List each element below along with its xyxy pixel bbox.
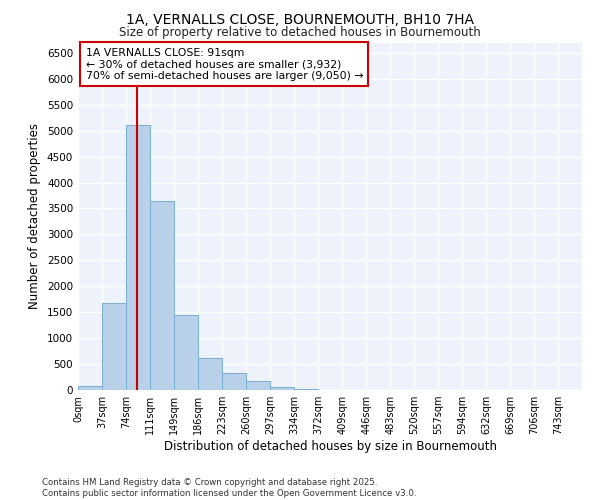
- Bar: [174, 315, 198, 390]
- Y-axis label: Number of detached properties: Number of detached properties: [28, 123, 41, 309]
- Bar: [222, 374, 246, 390]
- Bar: [246, 381, 270, 390]
- Bar: [150, 200, 173, 390]
- Bar: [270, 388, 294, 390]
- Text: 1A, VERNALLS CLOSE, BOURNEMOUTH, BH10 7HA: 1A, VERNALLS CLOSE, BOURNEMOUTH, BH10 7H…: [126, 12, 474, 26]
- Text: Contains HM Land Registry data © Crown copyright and database right 2025.
Contai: Contains HM Land Registry data © Crown c…: [42, 478, 416, 498]
- Text: Size of property relative to detached houses in Bournemouth: Size of property relative to detached ho…: [119, 26, 481, 39]
- Bar: [198, 358, 222, 390]
- Text: 1A VERNALLS CLOSE: 91sqm
← 30% of detached houses are smaller (3,932)
70% of sem: 1A VERNALLS CLOSE: 91sqm ← 30% of detach…: [86, 48, 363, 81]
- Bar: [294, 388, 318, 390]
- Bar: [102, 304, 126, 390]
- Bar: [126, 126, 150, 390]
- Bar: [78, 386, 102, 390]
- X-axis label: Distribution of detached houses by size in Bournemouth: Distribution of detached houses by size …: [163, 440, 497, 453]
